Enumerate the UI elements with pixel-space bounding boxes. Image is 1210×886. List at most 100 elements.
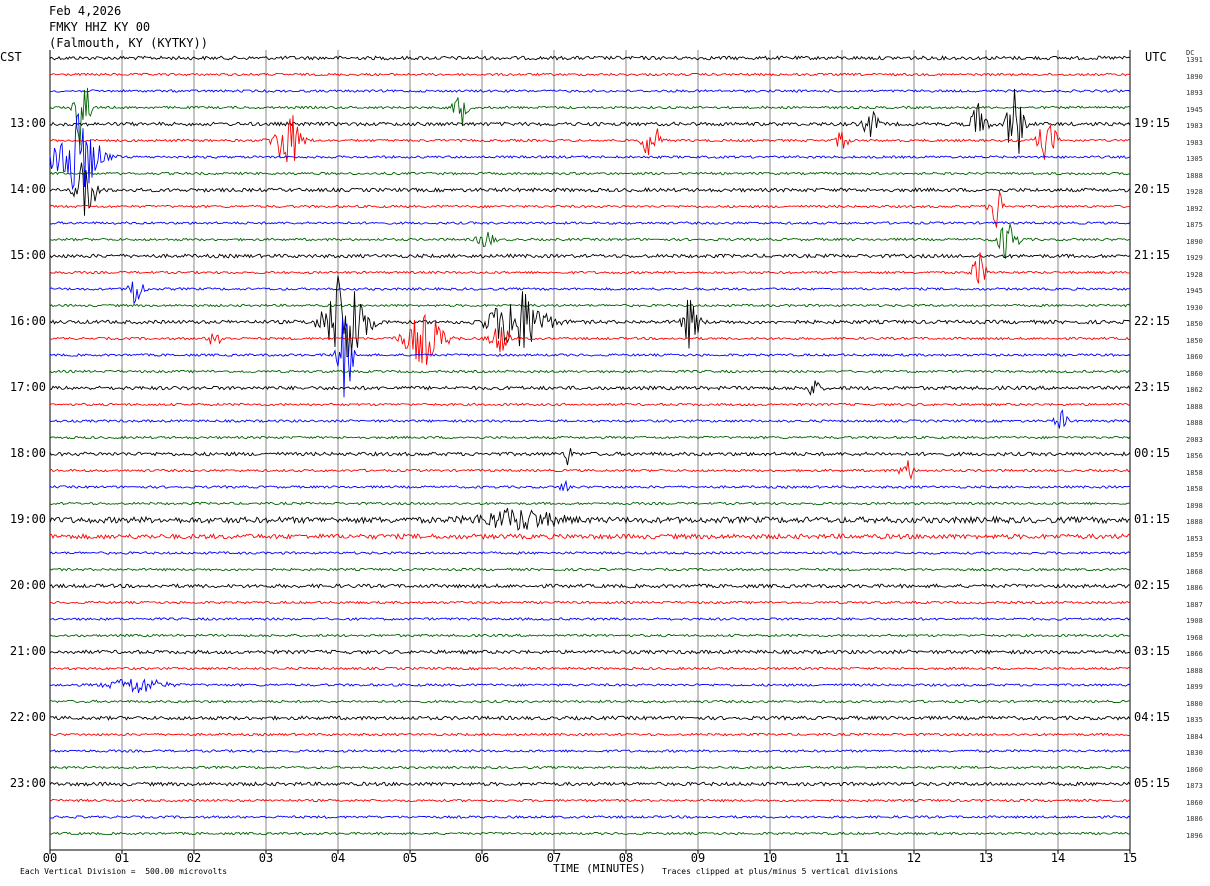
seismic-trace bbox=[49, 252, 1131, 284]
x-tick-label: 13 bbox=[978, 851, 994, 865]
seismic-trace bbox=[49, 253, 1131, 259]
dc-offset-value: 1983 bbox=[1186, 122, 1203, 130]
x-tick-label: 02 bbox=[186, 851, 202, 865]
dc-offset-value: 1893 bbox=[1186, 89, 1203, 97]
station-label: FMKY HHZ KY 00 bbox=[49, 20, 151, 34]
clip-note: Traces clipped at plus/minus 5 vertical … bbox=[662, 867, 899, 876]
seismic-trace bbox=[50, 89, 1131, 93]
dc-offset-value: 1860 bbox=[1186, 765, 1203, 774]
dc-offset-value: 1853 bbox=[1186, 534, 1203, 543]
seismic-trace bbox=[49, 380, 1131, 396]
x-tick-label: 06 bbox=[474, 851, 490, 865]
utc-hour-label: 23:15 bbox=[1134, 380, 1171, 394]
seismic-trace bbox=[49, 281, 1131, 305]
seismic-trace bbox=[49, 831, 1131, 836]
dc-offset-value: 1860 bbox=[1186, 798, 1203, 807]
seismic-trace bbox=[49, 479, 1131, 492]
dc-offset-value: 1888 bbox=[1186, 419, 1203, 427]
x-axis-title: TIME (MINUTES) bbox=[553, 862, 646, 875]
utc-hour-label: 21:15 bbox=[1134, 248, 1171, 262]
dc-offset-value: 1888 bbox=[1186, 402, 1203, 411]
dc-offset-value: 1930 bbox=[1186, 303, 1203, 312]
dc-offset-value: 1886 bbox=[1186, 815, 1203, 823]
seismic-trace bbox=[49, 583, 1131, 589]
location-label: (Falmouth, KY (KYTKY)) bbox=[49, 36, 208, 50]
seismic-trace bbox=[49, 223, 1131, 259]
dc-offset-value: 2083 bbox=[1186, 435, 1203, 444]
x-tick-label: 15 bbox=[1122, 851, 1138, 865]
cst-hour-label: 15:00 bbox=[9, 248, 46, 262]
seismic-trace bbox=[49, 88, 1131, 154]
seismic-trace bbox=[49, 666, 1131, 671]
dc-offset-value: 1898 bbox=[1186, 501, 1203, 510]
dc-offset-value: 1884 bbox=[1186, 732, 1203, 741]
seismic-trace bbox=[49, 409, 1131, 429]
utc-hour-label: 22:15 bbox=[1134, 314, 1171, 328]
seismic-trace bbox=[49, 633, 1131, 638]
x-tick-label: 09 bbox=[690, 851, 706, 865]
seismic-trace bbox=[49, 765, 1131, 770]
seismic-trace bbox=[49, 313, 1131, 365]
dc-offset-value: 1945 bbox=[1186, 105, 1203, 114]
seismic-trace bbox=[49, 781, 1131, 787]
seismic-trace bbox=[49, 115, 1131, 163]
seismic-trace bbox=[50, 699, 1131, 704]
seismic-trace bbox=[49, 748, 1131, 753]
seismic-trace bbox=[49, 567, 1131, 572]
dc-offset-value: 1860 bbox=[1186, 369, 1203, 378]
seismic-trace bbox=[49, 162, 1131, 216]
dc-offset-value: 1858 bbox=[1186, 485, 1203, 493]
x-tick-label: 00 bbox=[42, 851, 58, 865]
seismic-trace bbox=[49, 617, 1131, 621]
x-tick-label: 14 bbox=[1050, 851, 1066, 865]
dc-offset-value: 1391 bbox=[1186, 56, 1203, 64]
x-tick-label: 01 bbox=[114, 851, 130, 865]
cst-hour-label: 14:00 bbox=[9, 182, 46, 196]
seismic-trace bbox=[49, 448, 1131, 466]
x-tick-label: 08 bbox=[618, 851, 634, 865]
x-tick-label: 04 bbox=[330, 851, 346, 865]
dc-offset-value: 1888 bbox=[1186, 518, 1203, 526]
utc-hour-label: 20:15 bbox=[1134, 182, 1171, 196]
seismic-trace bbox=[49, 402, 1131, 407]
dc-offset-value: 1880 bbox=[1186, 699, 1203, 708]
cst-hour-label: 13:00 bbox=[9, 116, 46, 130]
seismic-trace bbox=[49, 678, 1131, 694]
dc-offset-value: 1875 bbox=[1186, 221, 1203, 229]
dc-offset-value: 1928 bbox=[1186, 270, 1203, 279]
seismic-trace bbox=[49, 435, 1131, 440]
dc-offset-value: 1835 bbox=[1186, 716, 1203, 724]
seismic-trace bbox=[49, 715, 1131, 721]
left-timezone-label: CST bbox=[0, 50, 22, 64]
dc-offset-value: 1968 bbox=[1186, 633, 1203, 642]
dc-offset-value: 1862 bbox=[1186, 386, 1203, 394]
seismic-trace bbox=[49, 532, 1131, 541]
utc-hour-label: 05:15 bbox=[1134, 776, 1171, 790]
dc-offset-value: 1859 bbox=[1186, 551, 1203, 559]
x-tick-label: 05 bbox=[402, 851, 418, 865]
seismic-trace bbox=[49, 460, 1131, 481]
scale-note: Each Vertical Division = 500.00 microvol… bbox=[20, 867, 228, 876]
seismic-trace bbox=[49, 87, 1131, 146]
cst-hour-label: 21:00 bbox=[9, 644, 46, 658]
seismic-trace bbox=[49, 112, 1131, 191]
seismic-trace bbox=[49, 171, 1131, 176]
cst-hour-label: 20:00 bbox=[9, 578, 46, 592]
dc-offset-value: 1887 bbox=[1186, 600, 1203, 609]
dc-offset-value: 1899 bbox=[1186, 683, 1203, 691]
x-tick-label: 12 bbox=[906, 851, 922, 865]
seismic-trace bbox=[49, 369, 1131, 374]
right-timezone-label: UTC bbox=[1145, 50, 1167, 64]
seismic-trace bbox=[49, 318, 1131, 398]
cst-hour-label: 17:00 bbox=[9, 380, 46, 394]
dc-offset-value: 1890 bbox=[1186, 72, 1203, 81]
dc-offset-value: 1888 bbox=[1186, 171, 1203, 180]
dc-offset-value: 1983 bbox=[1186, 138, 1203, 147]
seismic-trace bbox=[49, 732, 1131, 737]
seismic-trace bbox=[49, 275, 1131, 358]
dc-offset-value: 1908 bbox=[1186, 617, 1203, 625]
dc-offset-value: 1888 bbox=[1186, 666, 1203, 675]
dc-offset-value: 1890 bbox=[1186, 237, 1203, 246]
dc-offset-value: 1850 bbox=[1186, 336, 1203, 345]
dc-offset-value: 1945 bbox=[1186, 287, 1203, 295]
